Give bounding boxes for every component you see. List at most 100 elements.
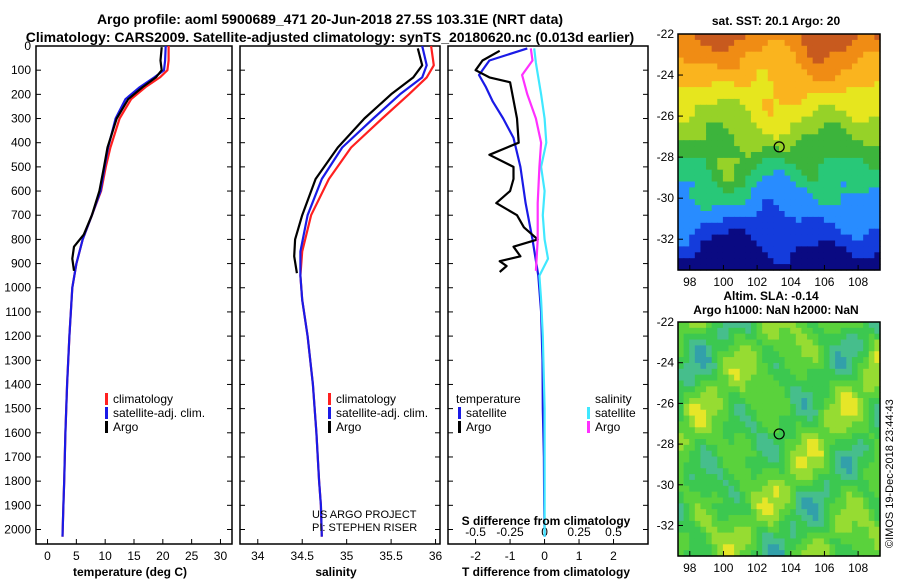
map-cell	[694, 163, 702, 171]
map-cell	[739, 526, 746, 534]
map-cell	[846, 497, 853, 504]
map-cell	[807, 345, 814, 352]
map-cell	[829, 526, 836, 534]
map-cell	[863, 474, 870, 481]
map-cell	[739, 264, 746, 271]
map-cell	[818, 264, 825, 271]
map-cell	[868, 216, 875, 224]
map-cell	[840, 146, 847, 153]
map-cell	[694, 157, 702, 165]
map-cell	[779, 63, 786, 70]
map-cell	[739, 409, 746, 417]
map-cell	[835, 362, 842, 370]
map-cell	[857, 216, 864, 224]
map-cell	[678, 339, 685, 346]
map-cell	[779, 87, 786, 94]
map-cell	[762, 75, 769, 82]
map-cell	[773, 351, 780, 358]
map-cell	[807, 39, 814, 47]
map-cell	[846, 345, 853, 352]
map-cell	[807, 163, 814, 171]
map-cell	[812, 146, 819, 153]
map-cell	[851, 351, 859, 358]
map-cell	[874, 104, 881, 112]
map-cell	[857, 380, 864, 387]
map-cell	[818, 163, 825, 171]
map-cell	[739, 415, 746, 423]
map-cell	[717, 362, 724, 370]
map-cell	[795, 532, 803, 540]
map-cell	[745, 258, 752, 265]
map-cell	[689, 169, 696, 177]
map-cell	[722, 93, 730, 100]
map-cell	[795, 409, 803, 417]
map-cell	[683, 169, 690, 177]
map-cell	[818, 140, 825, 147]
map-cell	[823, 93, 831, 100]
map-cell	[812, 128, 819, 135]
map-cell	[874, 515, 881, 522]
map-cell	[835, 57, 842, 65]
map-cell	[767, 479, 774, 487]
map-cell	[863, 421, 870, 428]
map-cell	[851, 479, 859, 487]
map-cell	[756, 515, 763, 522]
map-cell	[728, 427, 735, 434]
map-cell	[694, 462, 702, 469]
map-cell	[762, 532, 769, 540]
map-cell	[846, 228, 853, 236]
map-cell	[762, 63, 769, 70]
legend-swatch-sal-satellite	[587, 407, 590, 419]
map-cell	[689, 339, 696, 346]
map-cell	[689, 181, 696, 188]
map-cell	[807, 421, 814, 428]
map-cell	[767, 474, 774, 481]
map-cell	[801, 140, 808, 147]
map-cell	[722, 503, 730, 510]
map-cell	[745, 421, 752, 428]
map-cell	[689, 550, 696, 557]
map-cell	[790, 503, 797, 510]
map-cell	[829, 157, 836, 165]
map-cell	[711, 444, 718, 452]
map-cell	[790, 532, 797, 540]
map-cell	[683, 544, 690, 551]
map-cell	[846, 122, 853, 129]
map-cell	[728, 520, 735, 528]
map-cell	[717, 39, 724, 47]
map-cell	[773, 456, 780, 463]
map-cell	[678, 398, 685, 405]
map-cell	[790, 163, 797, 171]
map-cell	[734, 526, 741, 534]
map-cell	[784, 433, 791, 440]
map-cell	[717, 403, 724, 411]
map-cell	[779, 51, 786, 59]
map-cell	[694, 110, 702, 118]
map-cell	[807, 193, 814, 200]
map-cell	[857, 392, 864, 399]
map-cell	[795, 81, 803, 88]
map-cell	[790, 368, 797, 376]
map-cell	[868, 474, 875, 481]
map-cell	[678, 479, 685, 487]
map-cell	[835, 87, 842, 94]
map-cell	[790, 427, 797, 434]
map-cell	[851, 39, 859, 47]
map-cell	[779, 544, 786, 551]
map-cell	[784, 157, 791, 165]
map-cell	[829, 345, 836, 352]
map-cell	[801, 51, 808, 59]
map-cell	[812, 75, 819, 82]
map-cell	[773, 116, 780, 124]
map-cell	[706, 240, 713, 247]
map-cell	[762, 474, 769, 481]
map-cell	[734, 222, 741, 230]
map-cell	[750, 351, 758, 358]
map-cell	[874, 187, 881, 194]
map-cell	[835, 538, 842, 545]
map-cell	[739, 240, 746, 247]
map-cell	[863, 444, 870, 452]
map-cell	[756, 509, 763, 516]
map-cell	[750, 468, 758, 475]
map-cell	[711, 169, 718, 177]
